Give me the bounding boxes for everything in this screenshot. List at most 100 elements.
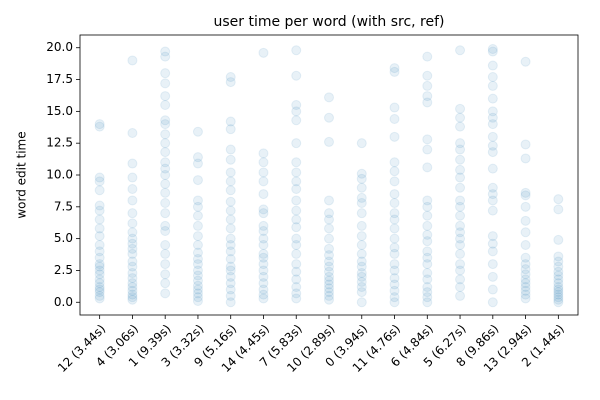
point <box>487 72 498 82</box>
chart-title: user time per word (with src, ref) <box>213 14 444 30</box>
point <box>127 273 138 284</box>
point <box>520 153 531 164</box>
point <box>291 106 302 117</box>
point <box>389 131 400 142</box>
point <box>422 282 433 292</box>
point <box>192 296 203 306</box>
point <box>127 218 138 229</box>
point <box>356 248 367 259</box>
point <box>389 208 400 219</box>
point <box>520 285 531 296</box>
y-tick-label: 20.0 <box>46 40 73 54</box>
point <box>455 103 466 114</box>
point <box>160 68 171 79</box>
point <box>422 246 433 257</box>
point <box>553 282 564 292</box>
point <box>487 119 498 130</box>
point <box>160 163 171 174</box>
point <box>487 271 498 282</box>
point <box>94 205 105 216</box>
point <box>160 100 171 110</box>
point <box>487 259 498 270</box>
point <box>422 274 433 285</box>
point <box>487 46 498 57</box>
point <box>324 92 334 103</box>
point <box>389 157 400 168</box>
point <box>127 158 138 169</box>
point <box>160 198 171 208</box>
point <box>553 274 564 285</box>
y-tick-label: 7.5 <box>54 199 73 213</box>
point <box>291 138 302 149</box>
point <box>291 157 302 168</box>
point <box>258 47 269 58</box>
point <box>291 195 302 206</box>
point <box>520 252 531 263</box>
point <box>160 259 171 270</box>
point <box>520 215 531 226</box>
point <box>389 63 400 74</box>
point <box>520 259 531 270</box>
point <box>389 292 400 303</box>
point <box>94 259 105 270</box>
point <box>192 220 203 231</box>
point <box>356 271 367 282</box>
point <box>291 266 302 277</box>
point <box>455 138 466 149</box>
point <box>192 158 203 169</box>
point <box>520 190 531 201</box>
point <box>324 136 334 147</box>
point <box>455 265 466 276</box>
point <box>324 223 334 234</box>
point <box>291 282 302 292</box>
point <box>356 208 367 219</box>
point <box>389 242 400 253</box>
point <box>356 261 367 272</box>
point <box>291 259 302 270</box>
point <box>94 200 105 211</box>
point <box>487 189 498 200</box>
point <box>520 201 531 212</box>
point <box>160 119 171 130</box>
point <box>487 80 498 91</box>
point <box>487 140 498 151</box>
point <box>520 240 531 250</box>
point <box>225 214 236 225</box>
point <box>258 240 269 250</box>
point <box>94 240 105 250</box>
point <box>192 265 203 276</box>
point <box>160 157 171 168</box>
point <box>455 121 466 132</box>
y-tick-label: 12.5 <box>46 136 73 150</box>
point <box>356 297 367 308</box>
point <box>160 147 171 158</box>
point <box>356 138 367 149</box>
point <box>422 162 433 173</box>
point <box>258 189 269 200</box>
point <box>422 195 433 206</box>
point <box>422 236 433 247</box>
point <box>389 279 400 290</box>
point <box>291 274 302 285</box>
point <box>422 134 433 145</box>
point <box>127 233 138 244</box>
point <box>291 233 302 244</box>
point <box>422 70 433 81</box>
point <box>225 233 236 244</box>
point <box>225 185 236 196</box>
point <box>258 271 269 282</box>
point <box>455 290 466 301</box>
point <box>291 184 302 194</box>
point <box>389 114 400 124</box>
point <box>553 204 564 215</box>
point <box>94 214 105 225</box>
point <box>487 147 498 158</box>
point <box>520 293 531 304</box>
point <box>225 261 236 272</box>
point <box>455 201 466 212</box>
point <box>160 46 171 57</box>
point <box>324 290 334 301</box>
point <box>127 285 138 296</box>
point <box>192 247 203 258</box>
point <box>553 284 564 295</box>
